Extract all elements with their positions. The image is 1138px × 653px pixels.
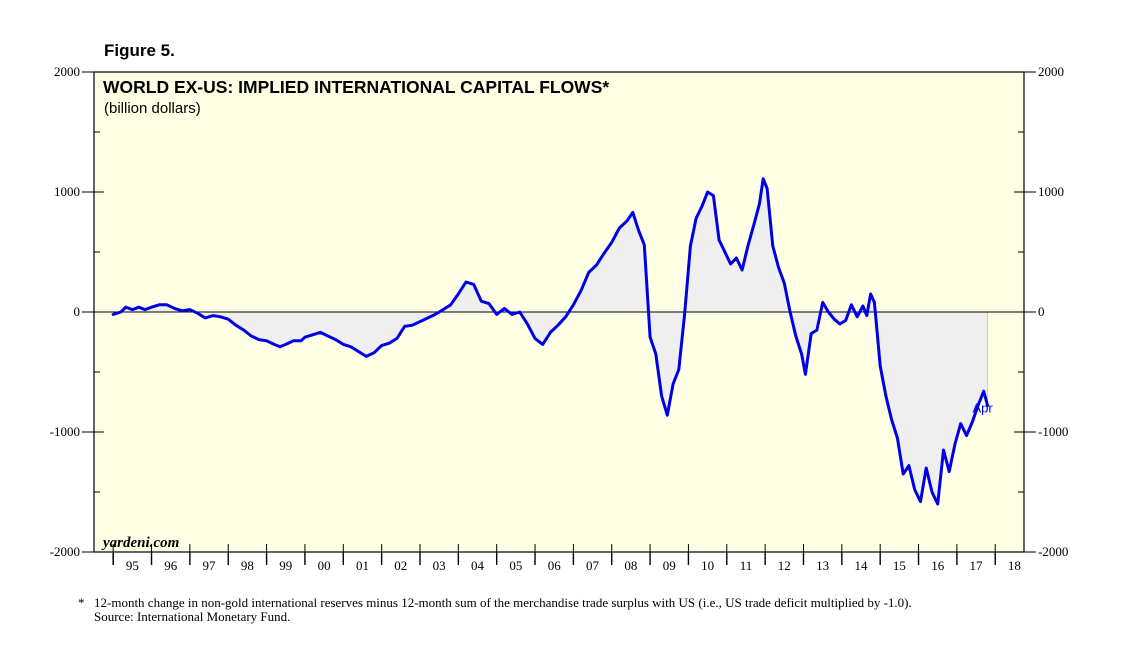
- area-fill-layer: [113, 178, 989, 505]
- x-tick-label: 14: [855, 558, 869, 573]
- x-tick-label: 04: [471, 558, 485, 573]
- y-tick-label-right: 0: [1038, 304, 1045, 319]
- y-tick-label-right: -1000: [1038, 424, 1068, 439]
- x-axis-layer: 95 96 97 98 99 00 01 02 03 04 05 06 07 08 09 10 11 12 13 14…: [112, 544, 1021, 573]
- x-tick-label: 17: [970, 558, 984, 573]
- x-tick-label: 02: [394, 558, 407, 573]
- series-line: [111, 177, 990, 506]
- x-tick-label: 11: [740, 558, 753, 573]
- watermark: yardeni.com: [101, 535, 179, 551]
- y-tick-label-left: 1000: [54, 184, 80, 199]
- plot-frame: [93, 71, 1025, 553]
- annotation-apr: Apr: [972, 401, 993, 416]
- footnote-text: 12-month change in non-gold internationa…: [94, 595, 912, 610]
- x-tick-label: 07: [586, 558, 600, 573]
- area-fill: [113, 178, 988, 505]
- y-tick-label-left: -1000: [50, 424, 80, 439]
- x-tick-label: 98: [241, 558, 254, 573]
- footnote-line: * 12-month change in non-gold internation…: [78, 596, 912, 610]
- chart-subtitle: (billion dollars): [104, 100, 201, 117]
- figure-label: Figure 5.: [104, 41, 175, 60]
- footnote-marker: *: [78, 595, 85, 610]
- y-tick-label-right: 1000: [1038, 184, 1064, 199]
- y-tick-label-right: -2000: [1038, 544, 1068, 559]
- y-tick-label-left: 0: [74, 304, 81, 319]
- source-note: Source: International Monetary Fund.: [94, 609, 291, 624]
- x-tick-label: 96: [164, 558, 178, 573]
- y-tick-label-right: 2000: [1038, 64, 1064, 79]
- x-tick-label: 08: [624, 558, 637, 573]
- footnote: * 12-month change in non-gold internation…: [78, 596, 912, 624]
- y-tick-label-left: -2000: [50, 544, 80, 559]
- chart-title: WORLD EX-US: IMPLIED INTERNATIONAL CAPIT…: [103, 77, 609, 97]
- x-tick-label: 18: [1008, 558, 1021, 573]
- x-tick-label: 13: [816, 558, 829, 573]
- x-tick-label: 05: [509, 558, 522, 573]
- x-tick-label: 15: [893, 558, 906, 573]
- x-tick-label: 01: [356, 558, 369, 573]
- x-tick-label: 06: [548, 558, 562, 573]
- x-tick-label: 16: [931, 558, 945, 573]
- y-tick-label-left: 2000: [54, 64, 80, 79]
- x-tick-label: 97: [203, 558, 217, 573]
- x-tick-label: 99: [279, 558, 292, 573]
- x-tick-label: 95: [126, 558, 139, 573]
- x-tick-label: 03: [433, 558, 446, 573]
- y-tick-layer: 2000 2000 1000 1000 0 0 -1000 -1000 -2000 -2000: [50, 64, 1069, 559]
- x-tick-label: 00: [318, 558, 331, 573]
- x-tick-label: 10: [701, 558, 714, 573]
- x-tick-label: 12: [778, 558, 791, 573]
- x-tick-label: 09: [663, 558, 676, 573]
